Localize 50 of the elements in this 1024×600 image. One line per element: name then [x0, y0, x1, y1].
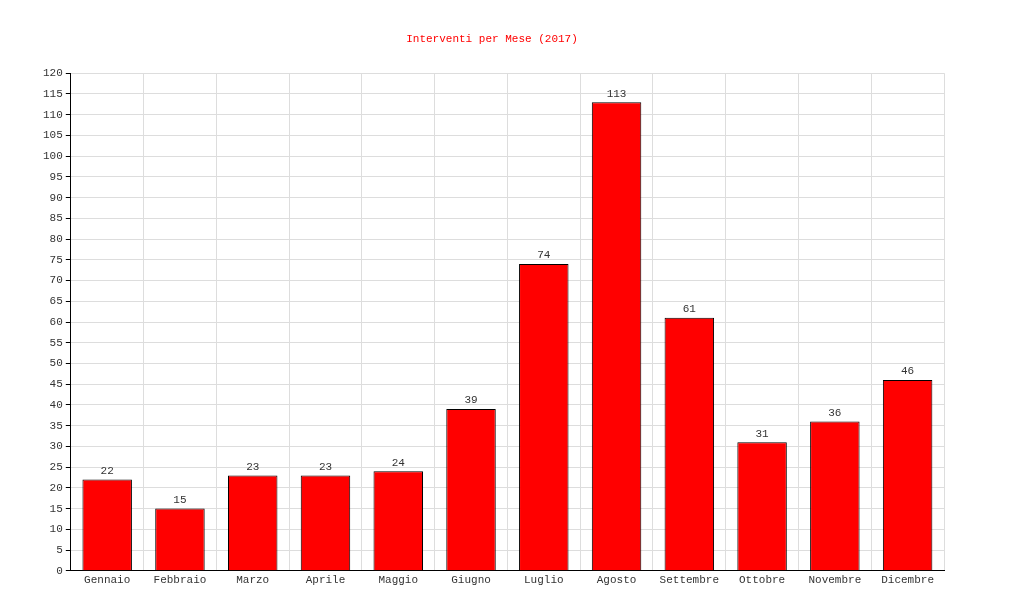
data-label: 23 — [318, 460, 333, 473]
x-tick-label: Agosto — [596, 574, 637, 587]
chart-title: Interventi per Mese (2017) — [406, 32, 578, 45]
data-label: 15 — [173, 494, 187, 507]
y-tick-label: 5 — [56, 543, 63, 556]
y-tick-label: 80 — [49, 232, 63, 245]
y-tick-label: 95 — [49, 170, 63, 183]
data-label: 22 — [100, 464, 114, 477]
y-tick-label: 15 — [49, 502, 63, 515]
data-label: 46 — [901, 365, 915, 378]
x-tick-label: Aprile — [305, 574, 346, 587]
x-tick-label: Marzo — [236, 574, 270, 587]
y-tick-label: 90 — [49, 191, 63, 204]
y-tick-label: 110 — [42, 108, 63, 121]
x-tick-label: Febbraio — [153, 574, 207, 587]
data-label: 36 — [828, 406, 842, 419]
y-tick-label: 55 — [49, 336, 63, 349]
y-tick-label: 75 — [49, 253, 63, 266]
y-tick-label: 115 — [42, 87, 63, 100]
y-tick-label: 120 — [42, 67, 63, 80]
y-tick-label: 100 — [42, 150, 63, 163]
data-label: 113 — [606, 87, 627, 100]
x-tick-label: Giugno — [451, 574, 491, 587]
data-label: 61 — [682, 303, 697, 316]
y-tick-label: 35 — [49, 419, 63, 432]
x-tick-label: Dicembre — [881, 574, 935, 587]
data-label: 39 — [464, 394, 478, 407]
data-label: 31 — [755, 427, 770, 440]
x-tick-label: Luglio — [523, 574, 564, 587]
y-tick-label: 65 — [49, 295, 63, 308]
data-label: 24 — [391, 456, 406, 469]
y-tick-label: 60 — [49, 315, 63, 328]
y-tick-label: 10 — [49, 523, 63, 536]
y-tick-label: 40 — [49, 398, 63, 411]
y-tick-label: 30 — [49, 440, 63, 453]
y-tick-label: 45 — [49, 378, 63, 391]
data-label: 74 — [537, 249, 551, 262]
data-label: 23 — [246, 460, 260, 473]
y-tick-label: 50 — [49, 357, 63, 370]
y-tick-label: 0 — [56, 564, 63, 577]
x-tick-label: Ottobre — [738, 574, 786, 587]
x-tick-label: Settembre — [659, 574, 720, 587]
y-tick-label: 85 — [49, 212, 63, 225]
x-tick-label: Maggio — [378, 574, 419, 587]
x-tick-label: Novembre — [808, 574, 862, 587]
y-tick-label: 20 — [49, 481, 63, 494]
y-tick-label: 25 — [49, 461, 63, 474]
y-tick-label: 70 — [49, 274, 63, 287]
y-tick-label: 105 — [42, 129, 63, 142]
x-tick-label: Gennaio — [84, 574, 131, 587]
